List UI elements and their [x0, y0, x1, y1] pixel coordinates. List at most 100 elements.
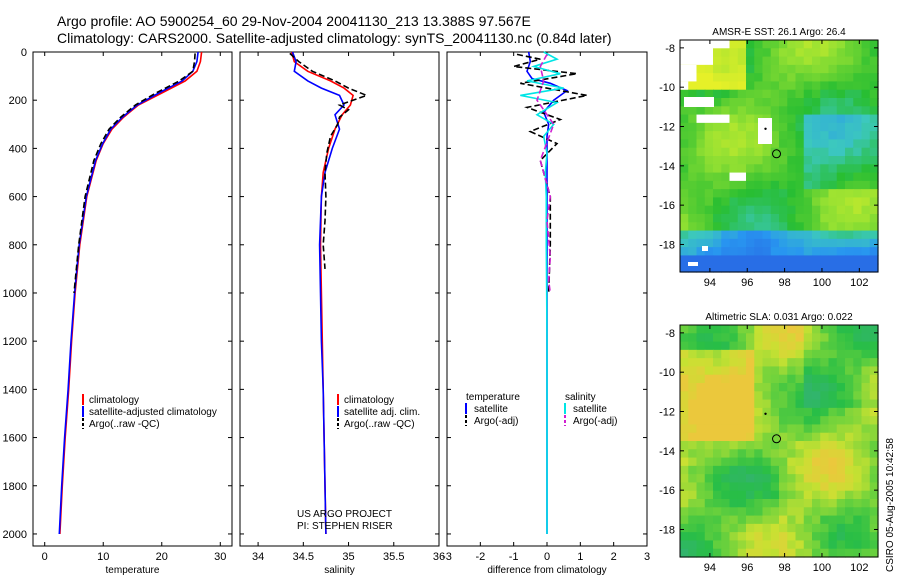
sla-map-cell	[820, 399, 830, 409]
sst-map-cell	[861, 139, 871, 149]
sst-map-cell	[820, 73, 830, 83]
sla-map-cell	[746, 333, 755, 343]
sst-map-cell	[779, 48, 788, 58]
sla-map-cell	[688, 548, 698, 558]
temperature-plot-frame	[32, 51, 233, 547]
sla-map-cell	[754, 366, 764, 376]
sla-map-cell	[836, 416, 846, 426]
sst-map-cell	[688, 164, 698, 174]
sst-map-cell	[688, 106, 698, 116]
sst-map-cell	[803, 247, 813, 257]
sla-map-cell	[762, 432, 772, 442]
difference-legend-label: temperature	[466, 392, 520, 403]
sst-map-cell	[754, 156, 764, 165]
sst-map-cell	[770, 238, 780, 248]
sst-map-cell	[713, 122, 722, 132]
sla-map-cell	[803, 358, 813, 368]
sst-map-missing-patch	[680, 40, 713, 65]
sst-map-cell	[737, 48, 747, 58]
sla-map-cell	[737, 424, 747, 434]
sla-map-cell	[746, 457, 755, 467]
sst-map-cell	[828, 172, 838, 182]
sla-map-cell	[704, 548, 714, 558]
sla-map-cell	[704, 490, 714, 500]
sst-map-cell	[737, 180, 747, 190]
sst-map-ytick-label: -10	[659, 82, 675, 94]
sla-map-cell	[820, 449, 830, 459]
sla-map-cell	[713, 416, 722, 426]
sla-map-cell	[746, 407, 755, 417]
sla-map-cell	[721, 490, 731, 500]
sst-map-cell	[729, 238, 739, 248]
sla-map-cell	[803, 515, 813, 525]
sla-map-cell	[787, 366, 797, 376]
sla-map-cell	[828, 515, 838, 525]
sla-map-cell	[770, 515, 780, 525]
sla-map-cell	[696, 341, 706, 351]
sst-map-cell	[770, 189, 780, 199]
sst-map-cell	[845, 255, 854, 265]
sla-map-cell	[787, 540, 797, 550]
sst-map-cell	[754, 81, 764, 91]
sla-map-cell	[812, 499, 821, 508]
sst-map-cell	[721, 263, 731, 273]
sla-map-xtick-label: 100	[813, 562, 831, 574]
sla-map-cell	[713, 424, 722, 434]
sla-map-cell	[680, 465, 689, 475]
sst-map-cell	[845, 172, 854, 182]
sla-map-cell	[680, 540, 689, 550]
sst-map-cell	[853, 131, 863, 141]
sst-map-cell	[803, 147, 813, 157]
sla-map-cell	[696, 490, 706, 500]
sst-map-cell	[770, 48, 780, 58]
sla-map-cell	[828, 465, 838, 475]
sla-map-cell	[721, 366, 731, 376]
sla-map-cell	[688, 523, 698, 533]
sst-map-cell	[729, 147, 739, 157]
sla-map-cell	[869, 482, 879, 492]
sla-map-cell	[853, 465, 863, 475]
sla-map-cell	[869, 383, 879, 392]
sst-map-cell	[853, 255, 863, 265]
sst-map-cell	[828, 247, 838, 257]
sst-map-cell	[721, 255, 731, 265]
sla-map-cell	[696, 349, 706, 359]
sst-map-cell	[704, 131, 714, 141]
sst-map-cell	[770, 164, 780, 174]
sla-map-cell	[754, 490, 764, 500]
sla-map-cell	[787, 341, 797, 351]
sla-map-cell	[845, 474, 854, 484]
sla-map-cell	[713, 532, 722, 542]
sla-map-cell	[696, 399, 706, 409]
sst-map-cell	[795, 222, 805, 232]
sst-map-cell	[754, 56, 764, 66]
sst-map-cell	[779, 214, 788, 223]
sst-map-cell	[713, 56, 722, 66]
sla-map-cell	[688, 325, 698, 334]
sla-map-cell	[803, 474, 813, 484]
sst-map-cell	[853, 89, 863, 99]
temperature-legend-label: Argo(..raw -QC)	[89, 419, 160, 430]
sla-map-cell	[828, 490, 838, 500]
sla-map-cell	[762, 391, 772, 401]
sst-map-cell	[713, 172, 722, 182]
sla-map-cell	[828, 457, 838, 467]
sla-map-cell	[737, 507, 747, 517]
sst-map-cell	[721, 48, 731, 58]
sla-map-cell	[861, 449, 871, 459]
sla-map-cell	[836, 333, 846, 343]
sla-map-cell	[820, 548, 830, 558]
sst-map-cell	[803, 114, 813, 124]
sla-map-cell	[779, 399, 788, 409]
sst-map-cell	[812, 114, 821, 124]
sst-map-ytick-label: -16	[659, 200, 675, 212]
sst-map-cell	[787, 40, 797, 49]
sla-map-cell	[845, 424, 854, 434]
sst-map-cell	[680, 147, 689, 157]
sla-map-cell	[787, 532, 797, 542]
sla-map-cell	[869, 391, 879, 401]
sla-map-cell	[737, 490, 747, 500]
sla-map-cell	[770, 548, 780, 558]
sst-map-cell	[869, 73, 879, 83]
temperature-ytick-label: 1800	[3, 481, 27, 493]
